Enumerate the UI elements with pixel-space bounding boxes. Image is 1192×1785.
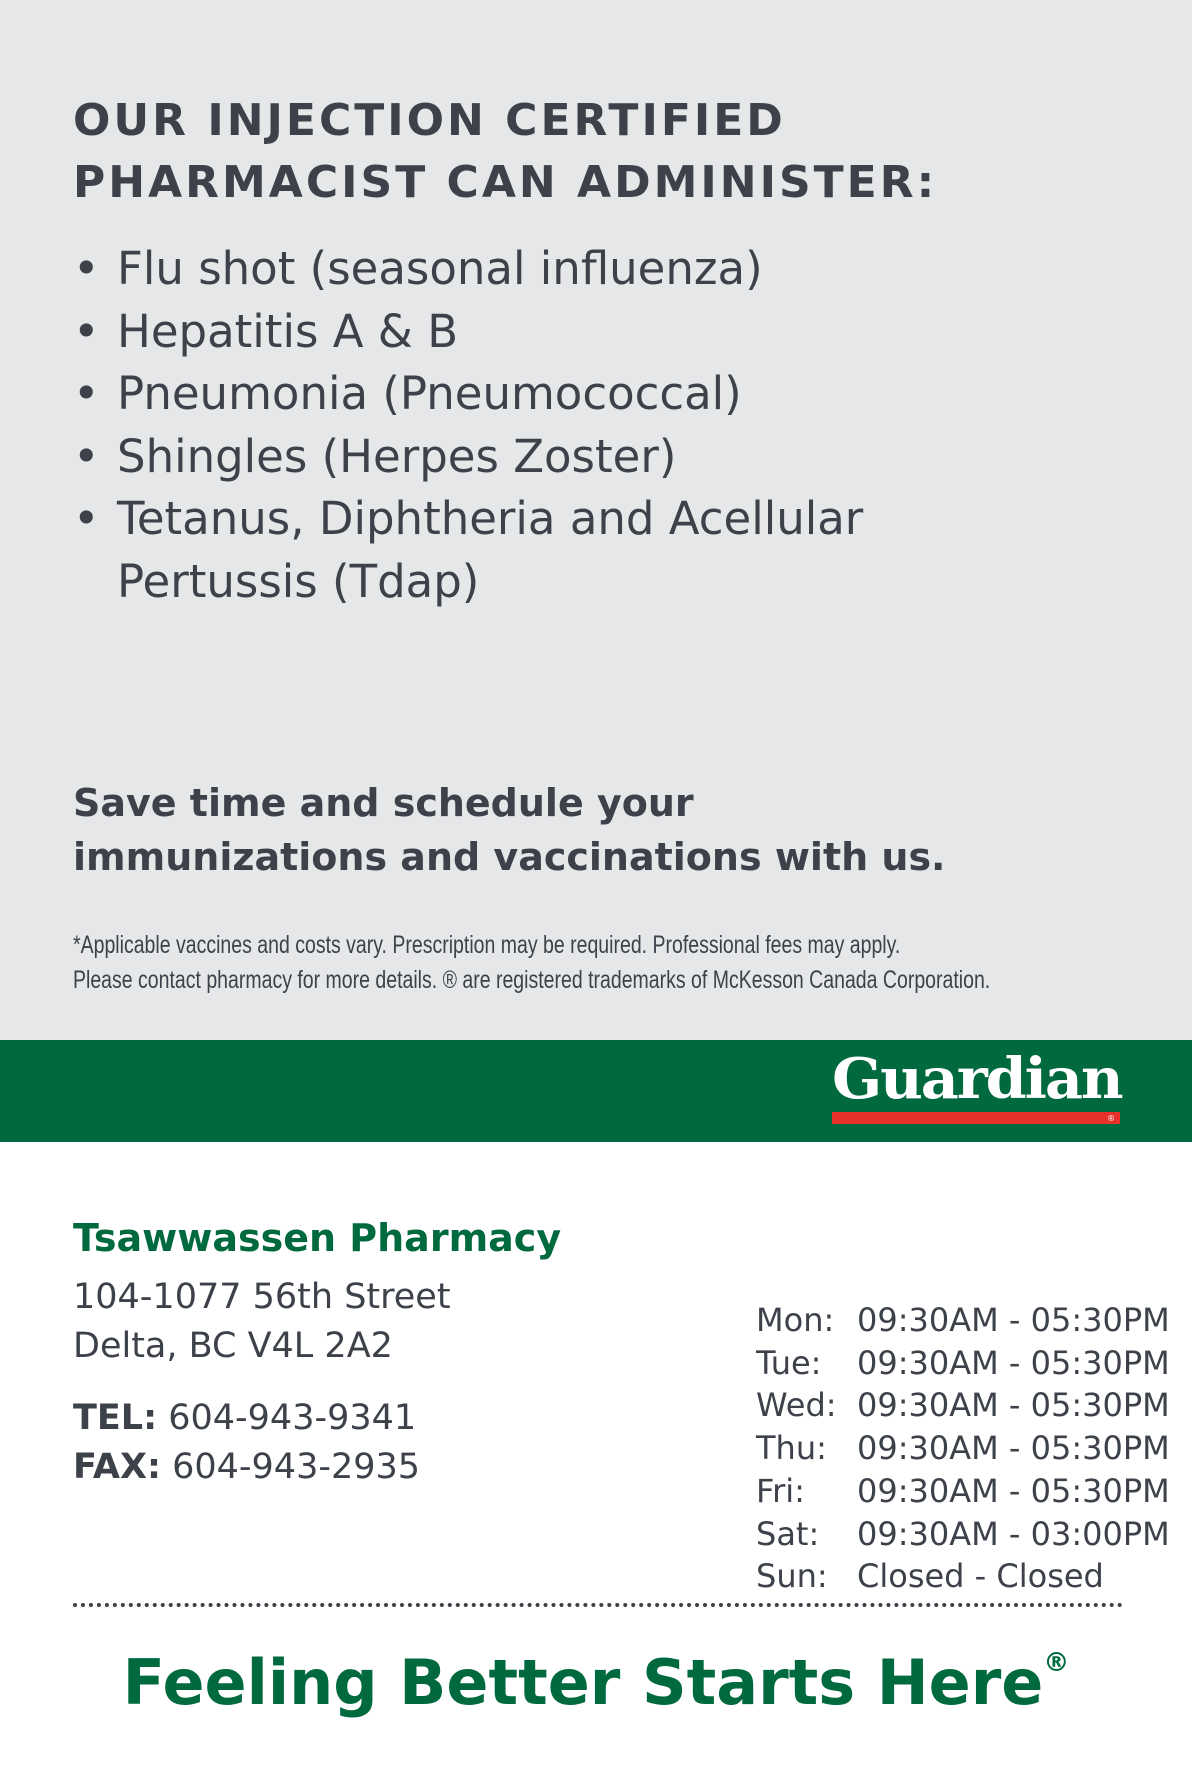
logo-bar: ® <box>832 1112 1120 1124</box>
hours-row: Wed: 09:30AM - 05:30PM <box>756 1386 1170 1425</box>
hours-row: Sat: 09:30AM - 03:00PM <box>756 1514 1170 1553</box>
guardian-logo: Guardian ® <box>832 1046 1124 1126</box>
list-item: Tetanus, Diphtheria and Acellular Pertus… <box>73 488 1073 613</box>
phone: TEL: 604-943-9341 <box>73 1398 417 1438</box>
heading-line: PHARMACIST CAN ADMINISTER: <box>73 157 938 208</box>
hours-row: Sun: Closed - Closed <box>756 1557 1104 1596</box>
dotted-divider <box>73 1603 1123 1607</box>
fine-print-line: *Applicable vaccines and costs vary. Pre… <box>73 931 901 959</box>
hours-row: Thu: 09:30AM - 05:30PM <box>756 1429 1170 1468</box>
list-item: Shingles (Herpes Zoster) <box>73 426 1073 489</box>
fax: FAX: 604-943-2935 <box>73 1447 421 1487</box>
list-item: Flu shot (seasonal influenza) <box>73 238 1073 301</box>
services-heading: OUR INJECTION CERTIFIED PHARMACIST CAN A… <box>73 90 937 214</box>
cta-line: Save time and schedule your <box>73 781 694 825</box>
fine-print-line: Please contact pharmacy for more details… <box>73 966 991 994</box>
pharmacy-name: Tsawwassen Pharmacy <box>73 1216 562 1260</box>
store-hours: Mon: 09:30AM - 05:30PM Tue: 09:30AM - 05:3… <box>756 1299 1170 1598</box>
pharmacy-address: 104-1077 56th Street Delta, BC V4L 2A2 <box>73 1273 451 1371</box>
list-item: Pneumonia (Pneumococcal) <box>73 363 1073 426</box>
logo-text: Guardian <box>832 1046 1124 1112</box>
contact-info: TEL: 604-943-9341 FAX: 604-943-2935 <box>73 1394 420 1492</box>
cta-text: Save time and schedule your immunization… <box>73 776 946 884</box>
tagline: Feeling Better Starts Here® <box>122 1646 1070 1719</box>
brand-band <box>0 1040 1192 1142</box>
hours-row: Mon: 09:30AM - 05:30PM <box>756 1301 1170 1339</box>
address-line: Delta, BC V4L 2A2 <box>73 1326 393 1366</box>
fine-print: *Applicable vaccines and costs vary. Pre… <box>73 928 990 998</box>
vaccine-list: Flu shot (seasonal influenza) Hepatitis … <box>73 238 1073 614</box>
address-line: 104-1077 56th Street <box>73 1277 451 1317</box>
hours-row: Tue: 09:30AM - 05:30PM <box>756 1343 1170 1382</box>
hours-row: Fri: 09:30AM - 05:30PM <box>756 1471 1170 1510</box>
phone-number[interactable]: 604-943-9341 <box>168 1398 417 1438</box>
heading-line: OUR INJECTION CERTIFIED <box>73 95 786 146</box>
list-item: Hepatitis A & B <box>73 301 1073 364</box>
fax-number: 604-943-2935 <box>172 1447 421 1487</box>
cta-line: immunizations and vaccinations with us. <box>73 835 946 879</box>
